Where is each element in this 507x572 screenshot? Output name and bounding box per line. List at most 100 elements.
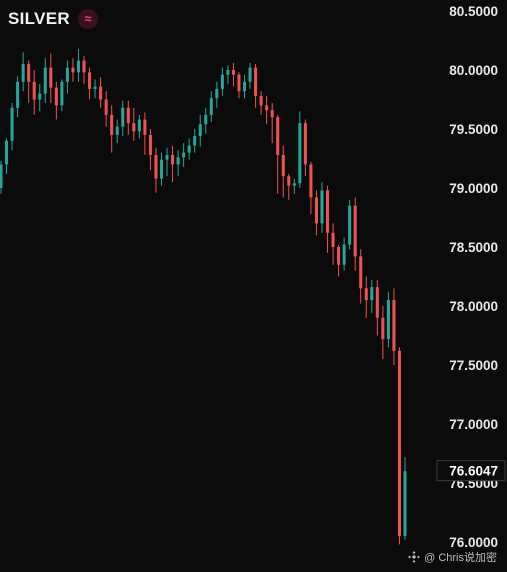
candle-body — [386, 300, 390, 340]
watermark: @ Chris说加密 — [408, 549, 497, 565]
candle-body — [159, 159, 164, 179]
candle — [198, 114, 202, 147]
candle-body — [303, 123, 307, 165]
candle — [226, 65, 230, 85]
symbol-header[interactable]: SILVER ≈ — [8, 9, 98, 29]
candle-body — [298, 123, 302, 184]
last-price-marker: 76.6047 — [436, 460, 506, 482]
candle-body — [198, 124, 202, 137]
candle — [231, 62, 235, 87]
candle — [325, 185, 330, 253]
candle — [182, 143, 186, 167]
candle — [386, 291, 390, 348]
candle — [10, 103, 14, 151]
candle-body — [209, 98, 213, 115]
candle — [32, 70, 36, 115]
candle — [159, 152, 164, 186]
candle-body — [381, 317, 385, 340]
candle-body — [220, 74, 224, 89]
candle — [110, 105, 114, 153]
candle — [104, 91, 108, 127]
candle — [353, 197, 357, 271]
candle — [115, 119, 119, 144]
candle — [397, 347, 401, 545]
candle — [254, 64, 258, 108]
candle-body — [38, 93, 42, 100]
candle-body — [71, 67, 75, 73]
candle — [314, 190, 318, 236]
candle-body — [331, 232, 335, 247]
candle-body — [110, 114, 114, 135]
candle-body — [287, 176, 291, 186]
wave-icon[interactable]: ≈ — [77, 9, 98, 29]
candle — [76, 48, 81, 82]
candle — [375, 280, 379, 336]
candle — [187, 138, 191, 160]
candle — [49, 53, 53, 104]
candle — [21, 52, 25, 92]
candle-body — [248, 67, 252, 82]
candle — [5, 138, 9, 174]
candle-body — [49, 67, 53, 88]
candle — [209, 91, 213, 122]
candle-body — [132, 123, 136, 132]
candle — [38, 84, 42, 112]
candle — [237, 72, 241, 99]
candle-body — [392, 300, 396, 351]
candle-body — [27, 64, 31, 82]
candle-body — [21, 64, 25, 82]
candle — [43, 58, 47, 104]
candle-body — [397, 350, 401, 537]
candle-body — [165, 154, 169, 160]
candle-body — [325, 190, 330, 233]
candle-body — [359, 256, 363, 289]
candle — [392, 288, 396, 365]
candle-body — [99, 86, 103, 100]
candle — [287, 173, 291, 200]
candle-body — [270, 110, 274, 118]
candle — [331, 223, 335, 265]
candle-body — [65, 67, 69, 82]
candle-body — [182, 152, 186, 158]
last-price-label-bg — [436, 460, 506, 482]
candle-body — [259, 95, 263, 106]
candle — [71, 58, 75, 82]
candle-body — [237, 74, 241, 92]
candle — [320, 182, 324, 233]
candle — [270, 103, 274, 144]
candle — [281, 145, 285, 198]
candle-body — [403, 471, 407, 537]
candle — [193, 129, 197, 153]
symbol-name[interactable]: SILVER — [8, 9, 70, 28]
candle-body — [126, 107, 130, 124]
candle — [370, 280, 374, 314]
candle — [60, 79, 64, 112]
candle-body — [187, 145, 191, 153]
candle — [220, 67, 224, 96]
candle — [65, 60, 69, 94]
candle — [276, 114, 280, 194]
candle — [259, 91, 263, 115]
candle-body — [215, 88, 219, 99]
candle-body — [171, 154, 175, 165]
candle — [364, 276, 368, 318]
candle-body — [254, 67, 258, 96]
candle-body — [60, 81, 64, 106]
candle-body — [337, 247, 341, 265]
price-tick-label: 78.5000 — [449, 240, 498, 255]
candle-body — [43, 67, 47, 94]
candle-body — [143, 119, 147, 135]
candle — [292, 178, 296, 194]
candle — [93, 79, 97, 99]
candle — [143, 112, 147, 155]
candle — [303, 119, 307, 177]
candle — [403, 457, 407, 540]
price-tick-label: 78.0000 — [449, 299, 498, 314]
candle — [359, 249, 363, 304]
candle — [16, 75, 20, 118]
candle — [27, 60, 31, 104]
candle — [132, 107, 136, 141]
candle — [342, 237, 346, 271]
candle-body — [10, 107, 14, 141]
